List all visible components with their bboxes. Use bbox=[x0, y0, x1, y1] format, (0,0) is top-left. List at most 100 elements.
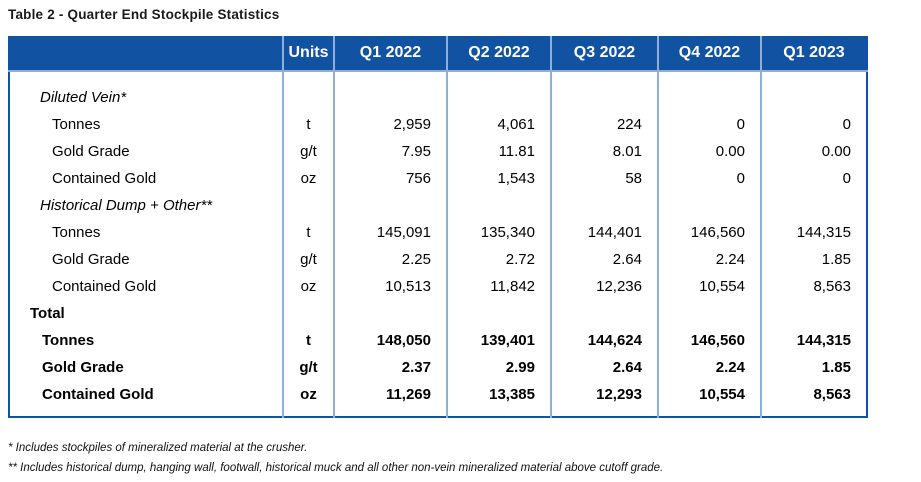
value-cell: 8.01 bbox=[550, 138, 658, 165]
footnote-2: ** Includes historical dump, hanging wal… bbox=[8, 462, 664, 474]
table-row: Contained Gold oz 756 1,543 58 0 0 bbox=[9, 165, 867, 192]
table-row-spacer bbox=[9, 71, 867, 84]
value-cell bbox=[333, 408, 447, 417]
row-label: Historical Dump + Other** bbox=[40, 197, 213, 214]
value-cell: 144,401 bbox=[550, 219, 658, 246]
value-cell bbox=[550, 192, 658, 219]
value-cell: 11,842 bbox=[446, 273, 551, 300]
value-cell: 8,563 bbox=[760, 381, 867, 408]
header-cell-q4-2022: Q4 2022 bbox=[657, 36, 761, 72]
footnotes: * Includes stockpiles of mineralized mat… bbox=[8, 438, 663, 478]
units-cell: g/t bbox=[282, 246, 334, 273]
header-cell-label bbox=[9, 36, 283, 72]
header-cell-q1-2023: Q1 2023 bbox=[760, 36, 867, 72]
value-cell: 2.25 bbox=[333, 246, 447, 273]
page-title: Table 2 - Quarter End Stockpile Statisti… bbox=[8, 7, 280, 22]
value-cell bbox=[760, 71, 867, 84]
value-cell bbox=[333, 84, 447, 111]
value-cell: 11.81 bbox=[446, 138, 551, 165]
units-cell bbox=[282, 71, 334, 84]
value-cell bbox=[550, 84, 658, 111]
value-cell: 144,624 bbox=[550, 327, 658, 354]
value-cell: 10,554 bbox=[657, 381, 761, 408]
value-cell bbox=[333, 192, 447, 219]
units-cell: oz bbox=[282, 165, 334, 192]
units-cell bbox=[282, 192, 334, 219]
table-row: Tonnes t 145,091 135,340 144,401 146,560 144,3… bbox=[9, 219, 867, 246]
table-row: Tonnes t 148,050 139,401 144,624 146,560 144,3… bbox=[9, 327, 867, 354]
header-row: Units Q1 2022 Q2 2022 Q3 2022 Q4 2022 Q1… bbox=[9, 36, 867, 72]
table-row: Gold Grade g/t 7.95 11.81 8.01 0.00 0.00 bbox=[9, 138, 867, 165]
row-label: Gold Grade bbox=[42, 359, 124, 376]
value-cell: 1.85 bbox=[760, 354, 867, 381]
value-cell: 0 bbox=[657, 165, 761, 192]
units-cell bbox=[282, 300, 334, 327]
table-row: Contained Gold oz 11,269 13,385 12,293 10,554… bbox=[9, 381, 867, 408]
row-label: Tonnes bbox=[42, 332, 95, 349]
value-cell bbox=[333, 71, 447, 84]
table-body: Diluted Vein* Tonnes t 2,959 4,061 224 0 0 Gold … bbox=[9, 71, 867, 417]
value-cell bbox=[657, 300, 761, 327]
value-cell: 139,401 bbox=[446, 327, 551, 354]
value-cell: 224 bbox=[550, 111, 658, 138]
stockpile-statistics-table: Units Q1 2022 Q2 2022 Q3 2022 Q4 2022 Q1… bbox=[8, 36, 868, 418]
header-cell-q2-2022: Q2 2022 bbox=[446, 36, 551, 72]
value-cell: 2.99 bbox=[446, 354, 551, 381]
value-cell: 146,560 bbox=[657, 219, 761, 246]
value-cell: 2.64 bbox=[550, 354, 658, 381]
units-cell bbox=[282, 408, 334, 417]
table-row-spacer bbox=[9, 408, 867, 417]
table-row: Gold Grade g/t 2.37 2.99 2.64 2.24 1.85 bbox=[9, 354, 867, 381]
row-label: Gold Grade bbox=[52, 143, 130, 160]
value-cell bbox=[446, 300, 551, 327]
value-cell bbox=[760, 300, 867, 327]
row-label: Diluted Vein* bbox=[40, 89, 127, 106]
value-cell bbox=[657, 71, 761, 84]
value-cell bbox=[446, 84, 551, 111]
value-cell: 144,315 bbox=[760, 327, 867, 354]
table-row: Diluted Vein* bbox=[9, 84, 867, 111]
footnote-1: * Includes stockpiles of mineralized mat… bbox=[8, 442, 308, 454]
value-cell bbox=[446, 408, 551, 417]
value-cell: 10,513 bbox=[333, 273, 447, 300]
row-label bbox=[9, 71, 283, 84]
row-label: Contained Gold bbox=[52, 170, 157, 187]
value-cell: 2.72 bbox=[446, 246, 551, 273]
value-cell bbox=[550, 408, 658, 417]
table-row: Total bbox=[9, 300, 867, 327]
value-cell bbox=[760, 408, 867, 417]
table-row: Gold Grade g/t 2.25 2.72 2.64 2.24 1.85 bbox=[9, 246, 867, 273]
row-label: Total bbox=[30, 305, 65, 322]
units-cell: oz bbox=[282, 273, 334, 300]
value-cell: 1,543 bbox=[446, 165, 551, 192]
value-cell: 2.24 bbox=[657, 354, 761, 381]
units-cell: g/t bbox=[282, 138, 334, 165]
value-cell: 12,236 bbox=[550, 273, 658, 300]
value-cell bbox=[446, 71, 551, 84]
value-cell: 148,050 bbox=[333, 327, 447, 354]
value-cell: 7.95 bbox=[333, 138, 447, 165]
value-cell: 12,293 bbox=[550, 381, 658, 408]
value-cell bbox=[446, 192, 551, 219]
row-label bbox=[9, 408, 283, 417]
units-cell: t bbox=[282, 327, 334, 354]
value-cell: 144,315 bbox=[760, 219, 867, 246]
value-cell: 0.00 bbox=[657, 138, 761, 165]
units-cell: oz bbox=[282, 381, 334, 408]
row-label: Tonnes bbox=[52, 224, 101, 241]
value-cell bbox=[760, 192, 867, 219]
table-row: Contained Gold oz 10,513 11,842 12,236 10,554… bbox=[9, 273, 867, 300]
value-cell bbox=[657, 408, 761, 417]
table-row: Historical Dump + Other** bbox=[9, 192, 867, 219]
value-cell: 135,340 bbox=[446, 219, 551, 246]
value-cell: 11,269 bbox=[333, 381, 447, 408]
value-cell: 4,061 bbox=[446, 111, 551, 138]
value-cell: 1.85 bbox=[760, 246, 867, 273]
header-cell-q3-2022: Q3 2022 bbox=[550, 36, 658, 72]
value-cell bbox=[760, 84, 867, 111]
value-cell: 145,091 bbox=[333, 219, 447, 246]
value-cell: 0.00 bbox=[760, 138, 867, 165]
value-cell: 146,560 bbox=[657, 327, 761, 354]
header-cell-units: Units bbox=[282, 36, 334, 72]
